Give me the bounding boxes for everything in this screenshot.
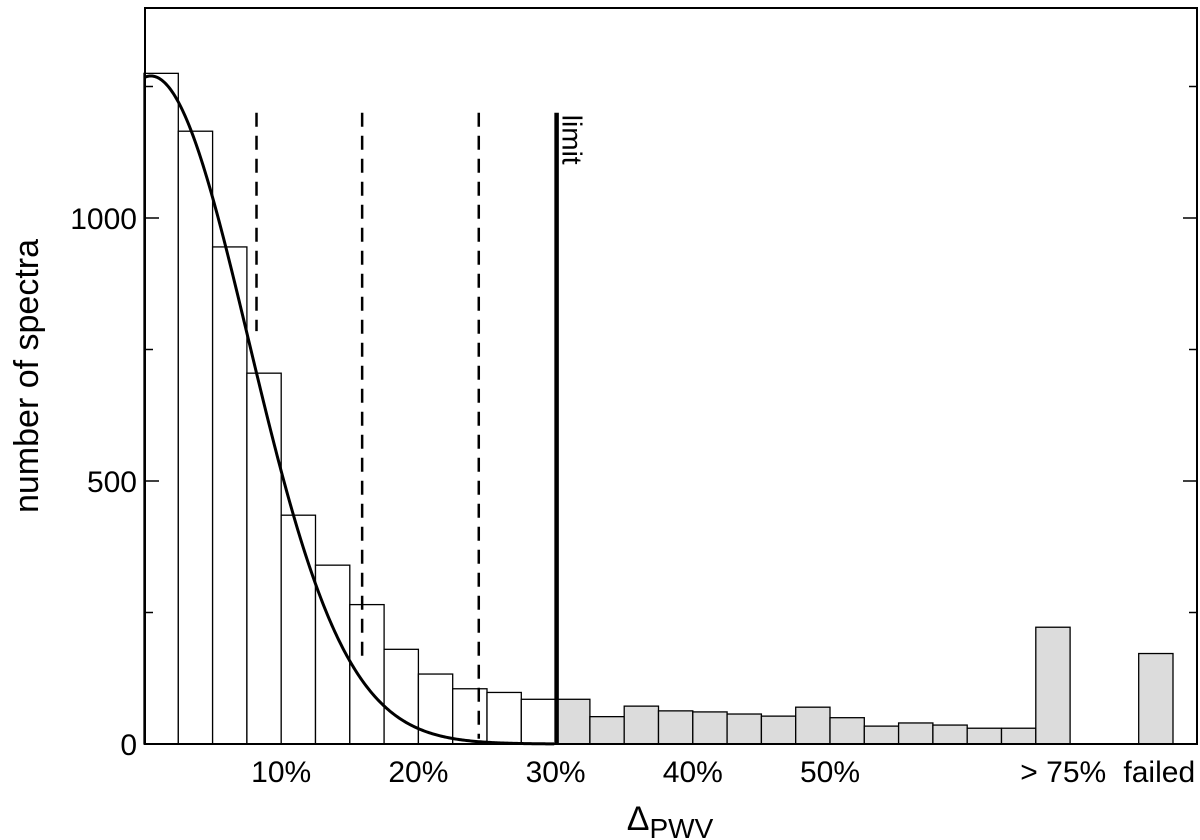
histogram-bar-below-limit-4 [246, 372, 282, 745]
histogram-bars [143, 72, 1174, 745]
x-category-label: > 75% [1020, 756, 1106, 789]
histogram-bar-below-limit-6 [314, 564, 351, 745]
plot-frame [144, 7, 1198, 745]
histogram-bar-below-limit-10 [452, 688, 488, 745]
histogram-bar-above-limit-4 [657, 710, 694, 745]
x-tick-label: 40% [663, 756, 723, 789]
gaussian-fit-curve [143, 74, 555, 746]
y-axis-title: number of spectra [8, 239, 46, 513]
histogram-bar-above-limit-13 [966, 727, 1003, 745]
histogram-bar-above-limit-11 [897, 722, 934, 745]
x-tick-label: 50% [800, 756, 860, 789]
x-axis-title: ΔPWV [627, 800, 714, 840]
x-tick-label: 20% [388, 756, 448, 789]
histogram-bar-above-limit-8 [795, 706, 831, 745]
histogram-bar-above-limit-5 [692, 711, 728, 745]
x-axis-title-main: Δ [627, 800, 650, 838]
histogram-bar-above-limit-6 [726, 713, 763, 745]
histogram-bar-above-limit-15 [1035, 626, 1071, 745]
x-tick-label: 10% [251, 756, 311, 789]
histogram-bar-above-limit-9 [829, 717, 865, 745]
y-tick-label: 1000 [70, 203, 137, 236]
histogram-bar-above-limit-12 [932, 724, 968, 745]
x-axis-title-subscript: PWV [649, 813, 713, 840]
x-category-label: failed [1123, 756, 1195, 789]
gaussian-fit-layer [143, 74, 555, 746]
histogram-bar-failed [1138, 652, 1174, 745]
histogram-bar-above-limit-7 [760, 715, 797, 745]
histogram-bar-below-limit-11 [486, 691, 522, 745]
histogram-bar-below-limit-12 [520, 698, 557, 745]
histogram-bar-below-limit-3 [211, 246, 248, 745]
histogram-bar-above-limit-14 [1000, 727, 1037, 745]
histogram-bar-below-limit-8 [383, 648, 420, 745]
marker-lines-layer: limit [255, 112, 588, 744]
histogram-bar-above-limit-10 [863, 725, 900, 745]
y-tick-label: 0 [120, 729, 137, 762]
x-tick-label: 30% [526, 756, 586, 789]
histogram-bar-below-limit-5 [280, 514, 317, 745]
x-axis-ticks: 10% 20% 30% 40% 50% > 75% failed [251, 756, 1195, 789]
histogram-bar-below-limit-1 [143, 72, 179, 745]
histogram-bar-above-limit-2 [589, 715, 625, 745]
histogram-bar-below-limit-2 [177, 130, 214, 745]
histogram-bar-below-limit-7 [349, 603, 385, 745]
y-tick-label: 500 [87, 466, 137, 499]
histogram-bar-above-limit-3 [623, 705, 660, 745]
limit-label: limit [557, 115, 588, 165]
histogram-bar-above-limit-1 [554, 698, 591, 745]
y-axis-ticks: 0 500 1000 [70, 85, 1197, 762]
